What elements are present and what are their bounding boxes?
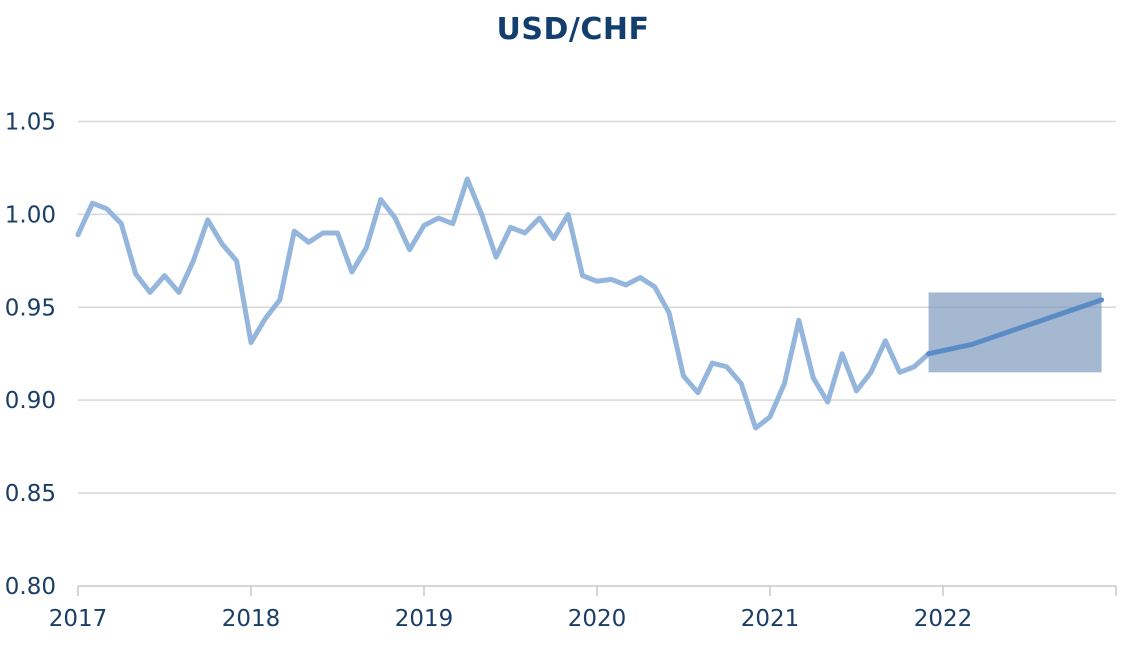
y-tick-label: 1.00 xyxy=(5,202,56,228)
y-tick-label: 0.90 xyxy=(5,388,56,414)
chart-title: USD/CHF xyxy=(496,12,650,47)
forecast-line xyxy=(926,297,1105,357)
history-line xyxy=(75,176,932,431)
y-tick-label: 0.95 xyxy=(5,295,56,321)
forecast-band xyxy=(928,292,1102,373)
x-tick-label: 2021 xyxy=(741,606,800,632)
y-tick-label: 1.05 xyxy=(5,109,56,135)
x-tick-label: 2022 xyxy=(914,606,973,632)
x-tick-label: 2017 xyxy=(49,606,108,632)
x-tick-label: 2020 xyxy=(568,606,627,632)
y-tick-label: 0.85 xyxy=(5,481,56,507)
x-tick-label: 2019 xyxy=(395,606,454,632)
y-tick-label: 0.80 xyxy=(5,574,56,600)
x-tick-label: 2018 xyxy=(222,606,281,632)
